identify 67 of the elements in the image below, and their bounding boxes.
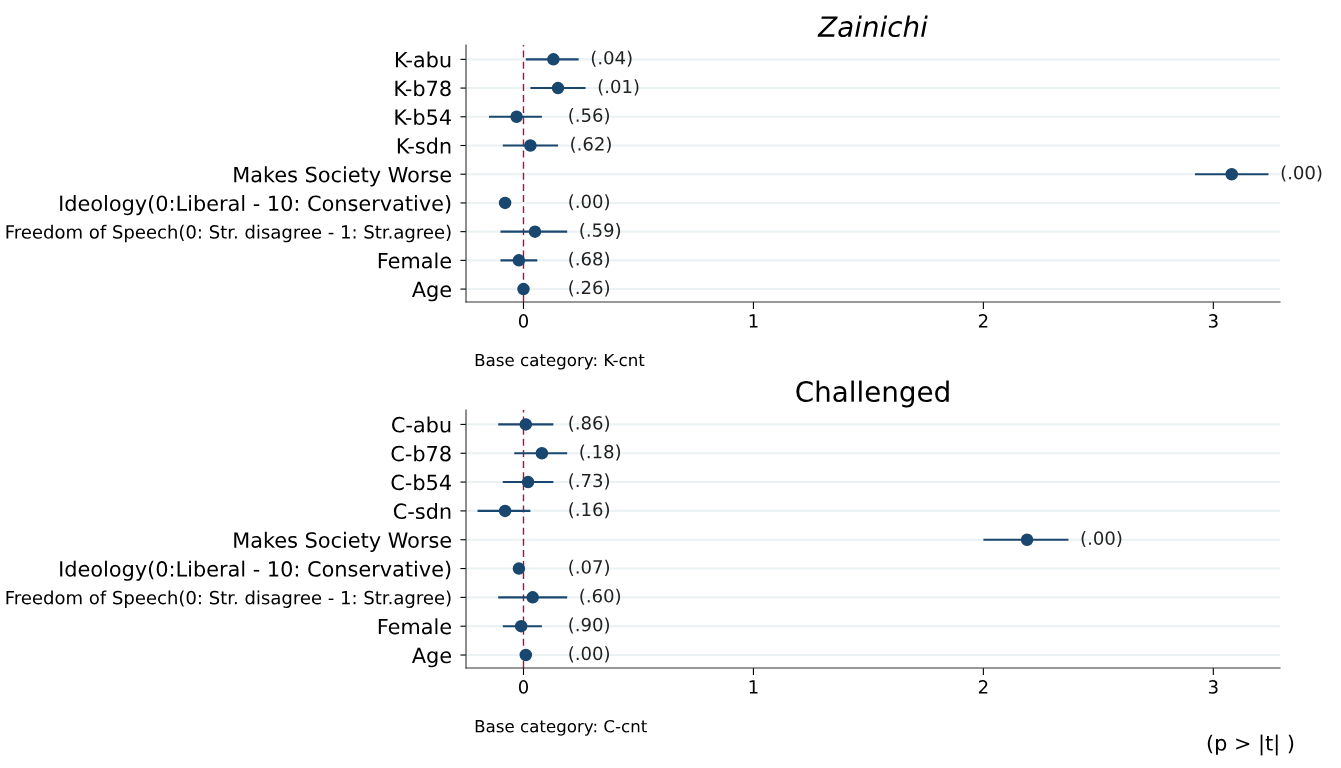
annotation: (.04) — [591, 50, 632, 67]
point — [528, 225, 542, 238]
x-tick-label: 2 — [978, 680, 988, 694]
point — [498, 196, 512, 210]
point — [514, 619, 528, 633]
annotation: (.59) — [580, 222, 621, 240]
annotation: (.86) — [569, 415, 609, 432]
x-tick-label: 0 — [518, 314, 529, 328]
y-tick-label: C-abu — [392, 416, 451, 433]
text: (.00) — [1281, 165, 1322, 182]
point — [1225, 167, 1238, 181]
annotation: (.90) — [569, 617, 609, 634]
point — [519, 648, 533, 662]
point — [547, 53, 560, 66]
y-tick-label: Female — [378, 618, 451, 635]
y-tick-label: K-b78 — [395, 80, 451, 97]
y-tick-label: Female — [378, 252, 451, 269]
annotation: (.16) — [569, 502, 609, 519]
annotation: (.62) — [571, 136, 611, 153]
chart-title: Challenged — [796, 380, 949, 408]
point — [512, 254, 526, 267]
y-tick-label: Ideology(0:Liberal - 10: Conservative) — [60, 195, 451, 216]
y-tick-label: K-sdn — [397, 137, 451, 154]
annotation: (.68) — [569, 251, 609, 268]
point — [551, 81, 565, 95]
point — [517, 282, 530, 296]
y-tick-label: Freedom of Speech(0: Str. disagree - 1: Str.agree) — [6, 224, 451, 243]
annotation: (.01) — [598, 79, 639, 96]
point — [1020, 533, 1034, 546]
annotation: (.56) — [569, 108, 609, 125]
y-tick-label: C-b54 — [391, 474, 451, 491]
annotation: (.18) — [580, 444, 621, 461]
text: Base category: K-cnt — [475, 353, 645, 370]
annotation: (.00) — [1081, 531, 1122, 548]
x-tick-label: 2 — [978, 314, 988, 328]
text: (p > |t| ) — [1207, 734, 1294, 756]
point — [526, 591, 539, 604]
y-tick-label: K-b54 — [395, 108, 451, 125]
y-tick-label: C-sdn — [393, 502, 451, 520]
annotation: (.26) — [569, 280, 609, 297]
text: Base category: C-cnt — [475, 719, 647, 736]
point — [521, 475, 535, 489]
y-tick-label: Freedom of Speech(0: Str. disagree - 1: Str.agree) — [6, 590, 451, 608]
point — [519, 418, 533, 431]
annotation: (.60) — [580, 588, 621, 605]
y-tick-label: Age — [411, 647, 451, 668]
annotation: (.00) — [569, 194, 609, 211]
chart-title: Zainichi — [817, 15, 928, 38]
y-tick-label: C-b78 — [391, 445, 451, 462]
y-tick-label: Ideology(0:Liberal - 10: Conservative) — [60, 560, 451, 581]
y-tick-label: Age — [411, 281, 451, 302]
annotation: (.00) — [569, 646, 609, 663]
x-tick-label: 3 — [1208, 680, 1218, 694]
point — [512, 562, 526, 575]
x-tick-label: 1 — [749, 314, 758, 328]
point — [535, 446, 549, 460]
x-tick-label: 1 — [749, 680, 758, 694]
point — [498, 504, 512, 518]
x-tick-label: 0 — [518, 680, 529, 694]
x-tick-label: 3 — [1208, 314, 1218, 328]
annotation: (.07) — [569, 559, 609, 576]
y-tick-label: Makes Society Worse — [234, 166, 451, 187]
point — [510, 110, 523, 124]
y-tick-label: K-abu — [395, 51, 451, 68]
y-tick-label: Makes Society Worse — [234, 531, 451, 552]
point — [524, 139, 537, 152]
annotation: (.73) — [569, 473, 609, 490]
